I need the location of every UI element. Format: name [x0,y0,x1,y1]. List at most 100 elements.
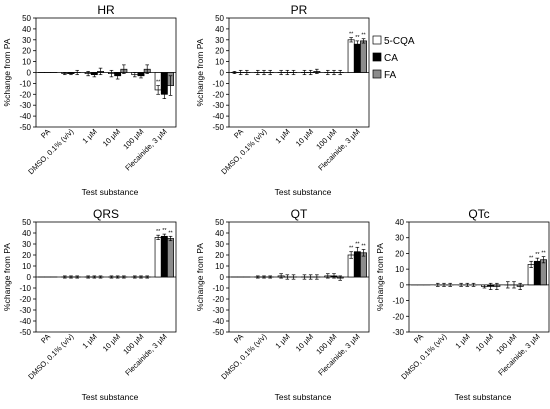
x-tick-label: PA [39,127,52,140]
y-tick-label: 20 [22,47,31,56]
x-tick-label: PA [232,332,245,345]
x-tick-label: 10 μM [474,332,495,353]
bar-5-cqa [347,39,355,73]
y-tick-label: -40 [19,112,31,121]
bar-ca [160,235,168,278]
x-tick-label: 1 μM [80,332,98,350]
legend-label: FA [384,70,397,81]
x-axis-label: Test substance [275,392,332,402]
significance-mark: ** [535,252,540,258]
y-tick-label: -50 [19,328,31,337]
y-tick-label: 30 [215,36,224,45]
y-axis-label: %change from PA [195,38,205,106]
y-tick-label: -50 [212,123,224,132]
significance-mark: ** [361,33,366,39]
y-tick-label: 0 [400,281,405,290]
y-tick-label: 0 [27,69,32,78]
y-tick-label: -40 [212,112,224,121]
y-tick-label: 0 [220,69,225,78]
legend-swatch-ca [372,52,382,62]
y-tick-label: -20 [212,295,224,304]
x-tick-label: 10 μM [101,127,122,148]
y-tick-label: -20 [392,312,404,321]
chart-title: PR [291,3,308,17]
y-tick-label: -20 [19,295,31,304]
y-tick-label: -30 [392,328,404,337]
chart-title: QTc [468,207,489,221]
x-tick-label: 1 μM [273,332,291,350]
y-tick-label: 10 [22,262,31,271]
significance-mark: ** [529,255,534,261]
x-tick-label: 1 μM [453,332,471,350]
y-tick-label: -30 [19,101,31,110]
y-tick-label: 30 [215,240,224,249]
x-tick-label: 10 μM [294,127,315,148]
y-tick-label: -30 [212,306,224,315]
y-tick-label: -30 [19,306,31,315]
y-tick-label: 50 [22,14,31,23]
y-tick-label: -10 [392,297,404,306]
chart-title: QRS [93,207,119,221]
y-tick-label: 40 [22,25,31,34]
y-tick-label: -10 [19,79,31,88]
bar-fa [360,40,367,73]
y-tick-label: 50 [215,14,224,23]
legend-swatch-fa [372,69,382,79]
y-tick-label: 10 [215,58,224,67]
x-tick-label: 1 μM [273,127,291,145]
y-tick-label: -10 [212,79,224,88]
y-tick-label: -40 [212,317,224,326]
y-axis-label: %change from PA [2,38,12,106]
y-axis-label: %change from PA [2,243,12,311]
x-axis-label: Test substance [82,392,139,402]
chart-title: HR [97,3,115,17]
y-axis-label: %change from PA [375,243,385,311]
y-tick-label: 50 [215,218,224,227]
y-tick-label: -30 [212,101,224,110]
significance-mark: ** [355,241,360,247]
chart-title: QT [291,207,308,221]
y-tick-label: 20 [215,251,224,260]
y-tick-label: 10 [22,58,31,67]
significance-mark: ** [162,228,167,234]
chart-hr: HR -50 -40 -30 -20 -100 10 20 30 40 50 %change from… [2,3,177,197]
y-tick-label: 0 [220,273,225,282]
bar-fa [540,259,547,286]
x-tick-label: Flecainide, 3 μM [123,127,168,172]
significance-mark: ** [168,230,173,236]
y-tick-label: 30 [22,240,31,249]
y-tick-label: -10 [19,284,31,293]
y-tick-label: -20 [19,90,31,99]
legend-label: 5-CQA [384,36,415,47]
x-tick-label: 10 μM [101,332,122,353]
significance-mark: ** [541,251,546,257]
bar-ca [353,43,361,73]
x-axis-label: Test substance [275,187,332,197]
y-tick-label: 20 [395,249,404,258]
x-tick-label: PA [412,332,425,345]
y-axis-label: %change from PA [195,243,205,311]
y-tick-label: 10 [215,262,224,271]
legend-swatch-5-cqa [372,35,382,45]
x-tick-label: Flecainide, 3 μM [316,332,361,377]
chart-qrs: QRS -50 -40 -30 -20 -10 0 10 20 30 40 50 %change fro… [2,207,177,402]
chart-pr: PR -50 -40 -30 -20 -100 10 20 30 40 50 %change from… [195,3,415,197]
bar-ca [533,260,541,286]
x-tick-label: Flecainide, 3 μM [123,332,168,377]
significance-mark: ** [355,35,360,41]
significance-mark: ** [349,32,354,38]
bar-5-cqa [154,237,162,278]
y-tick-label: 0 [27,273,32,282]
significance-mark: ** [156,80,161,86]
legend-label: CA [384,53,398,64]
y-tick-label: 40 [395,218,404,227]
x-tick-label: PA [39,332,52,345]
x-tick-label: Flecainide, 3 μM [316,127,361,172]
chart-qt: QT -50 -40 -30 -20 -10 0 10 20 30 40 50 %change from… [195,207,370,402]
bar-fa [167,238,174,278]
y-tick-label: -50 [212,328,224,337]
y-tick-label: -10 [212,284,224,293]
y-tick-label: 20 [215,47,224,56]
